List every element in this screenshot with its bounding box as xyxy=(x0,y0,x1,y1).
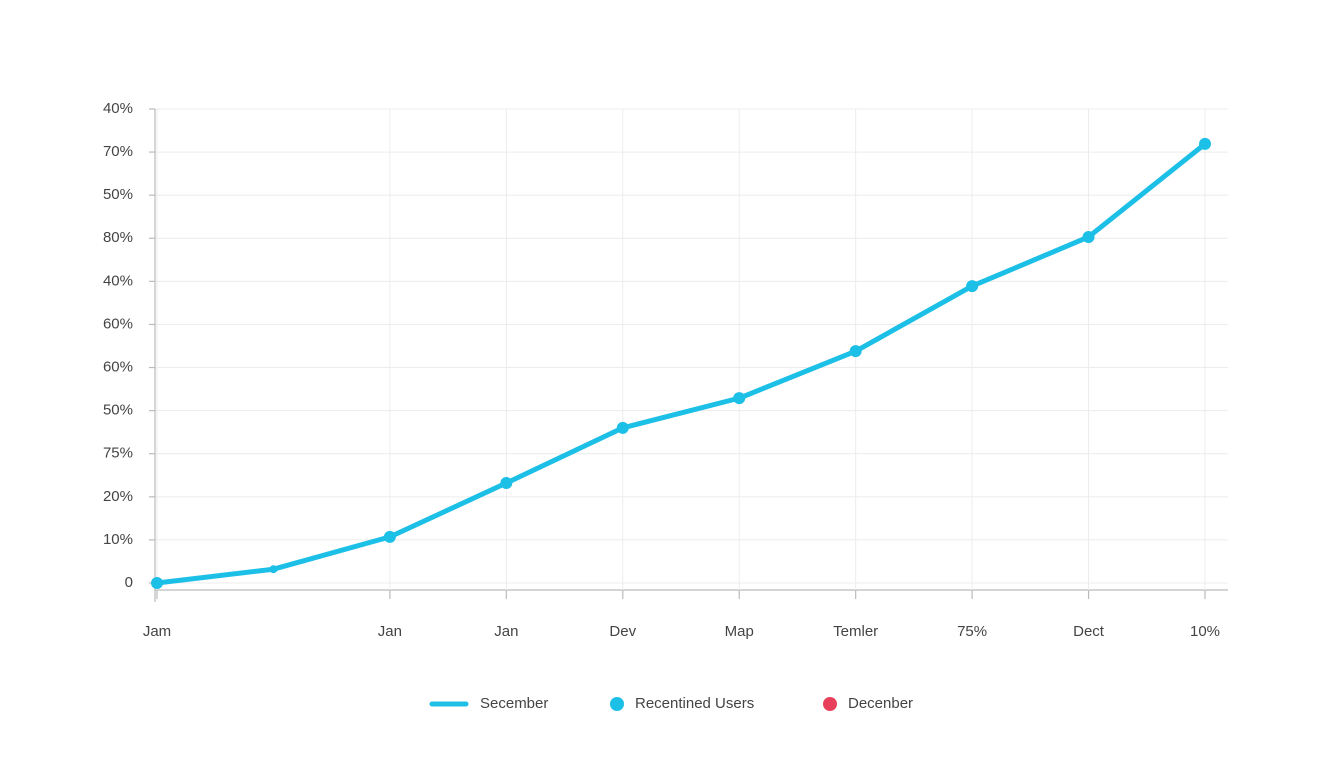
data-point xyxy=(966,280,979,293)
x-tick-label: Jan xyxy=(494,623,518,640)
y-tick-label: 75% xyxy=(103,445,133,462)
data-point xyxy=(500,477,513,490)
data-point xyxy=(733,392,746,405)
x-tick-label: 75% xyxy=(957,623,987,640)
series-line xyxy=(154,141,1208,586)
data-point xyxy=(849,345,862,358)
x-tick-label: Dect xyxy=(1073,623,1105,640)
legend-swatch xyxy=(823,697,837,711)
legend-label: Secember xyxy=(480,695,548,712)
x-tick-label: Dev xyxy=(609,623,636,640)
y-tick-label: 60% xyxy=(103,315,133,332)
data-point xyxy=(1199,137,1211,150)
x-tick-label: Jan xyxy=(378,623,402,640)
y-tick-label: 0 xyxy=(125,574,133,591)
data-point xyxy=(616,421,629,434)
data-point xyxy=(151,577,163,589)
y-tick-label: 80% xyxy=(103,229,133,246)
x-tick-label: Jam xyxy=(143,623,171,640)
y-tick-label: 40% xyxy=(103,100,133,117)
data-point xyxy=(269,565,278,574)
y-tick-label: 60% xyxy=(103,359,133,376)
y-tick-label: 40% xyxy=(103,272,133,289)
legend-swatch xyxy=(610,697,624,711)
y-tick-label: 10% xyxy=(103,531,133,548)
data-point xyxy=(1082,230,1095,243)
x-tick-label: Map xyxy=(725,623,754,640)
data-point xyxy=(383,530,396,543)
y-tick-label: 50% xyxy=(103,186,133,203)
y-tick-label: 20% xyxy=(103,488,133,505)
legend-label: Decenber xyxy=(848,695,913,712)
x-tick-label: Temler xyxy=(833,623,878,640)
legend-label: Recentined Users xyxy=(635,695,754,712)
y-tick-label: 50% xyxy=(103,402,133,419)
x-tick-label: 10% xyxy=(1190,623,1220,640)
y-tick-label: 70% xyxy=(103,143,133,160)
